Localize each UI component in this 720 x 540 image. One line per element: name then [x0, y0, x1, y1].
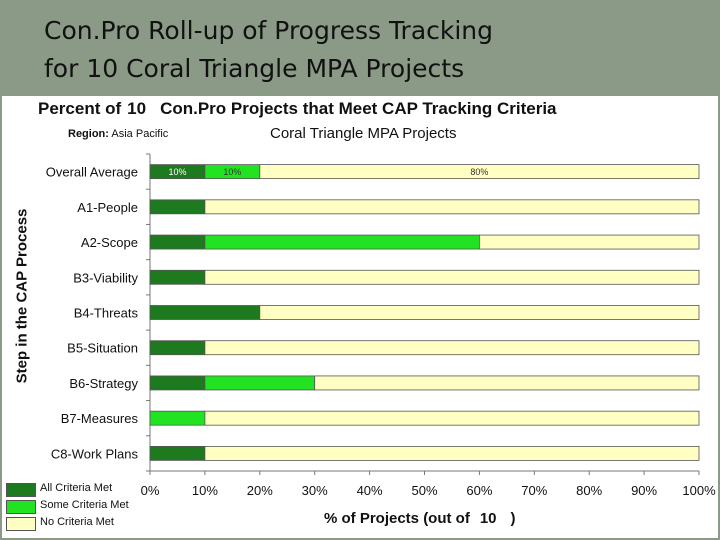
chart-title: Percent of 10 Con.Pro Projects that Meet C…: [38, 99, 557, 119]
chart-title-count: 10: [127, 99, 147, 118]
bar-segment-all: [149, 269, 206, 285]
legend-swatch-none: [6, 517, 36, 531]
category-label: B5-Situation: [67, 341, 138, 356]
legend-item-some: Some Criteria Met: [6, 498, 146, 515]
region-row: Region: Asia Pacific: [68, 128, 168, 140]
x-tick-label: 50%: [411, 483, 437, 498]
legend-label-all: All Criteria Met: [40, 482, 113, 494]
bar-segment-all: [149, 445, 206, 461]
category-label: Overall Average: [46, 165, 138, 180]
region-value: Asia Pacific: [111, 128, 169, 140]
region-label: Region:: [68, 128, 109, 140]
category-label: B7-Measures: [61, 411, 139, 426]
category-label: B6-Strategy: [69, 376, 138, 391]
y-axis-title-text: Step in the CAP Process: [13, 208, 31, 384]
x-tick-label: 0%: [141, 483, 160, 498]
bar-segment-none: [259, 305, 700, 320]
x-tick-label: 30%: [302, 483, 328, 498]
category-label: A2-Scope: [81, 235, 138, 250]
legend-swatch-some: [6, 500, 36, 514]
data-label: 10%: [168, 167, 186, 177]
bar-segment-none: [204, 269, 700, 285]
slide-title-line-1: Con.Pro Roll-up of Progress Tracking: [44, 16, 494, 45]
x-axis-title-prefix: % of Projects (out of: [324, 510, 470, 527]
bar-segment-none: [259, 164, 700, 180]
bar-segment-some: [204, 234, 480, 250]
bar-segment-none: [204, 199, 700, 215]
data-label: 80%: [470, 167, 488, 177]
chart-title-prefix: Percent of: [38, 99, 122, 118]
bar-segment-none: [478, 234, 700, 250]
data-label: 10%: [223, 167, 241, 177]
bar-segment-some: [149, 410, 206, 426]
bar-segment-some: [204, 375, 316, 391]
legend-item-all: All Criteria Met: [6, 481, 146, 498]
x-axis-title: % of Projects (out of 10): [324, 510, 516, 527]
x-tick-label: 20%: [247, 483, 273, 498]
bar-segment-none: [204, 340, 700, 356]
chart-subtitle: Coral Triangle MPA Projects: [270, 125, 457, 142]
bar-segment-all: [149, 340, 206, 356]
x-tick-label: 40%: [357, 483, 383, 498]
legend-item-none: No Criteria Met: [6, 515, 146, 532]
category-label: C8-Work Plans: [51, 446, 139, 461]
bar-segment-none: [204, 410, 700, 426]
category-label: B4-Threats: [74, 306, 139, 321]
chart-title-suffix: Con.Pro Projects that Meet CAP Tracking …: [160, 99, 557, 118]
bar-chart: 0% 10% 20% 30% 40% 50% 60% 70% 80% 90% 100% Overall…: [46, 153, 716, 498]
bar-segment-all: [149, 234, 206, 250]
legend-swatch-all: [6, 483, 36, 497]
x-tick-label: 60%: [466, 483, 492, 498]
bar-segment-none: [204, 445, 700, 461]
slide-title-line-2: for 10 Coral Triangle MPA Projects: [44, 54, 465, 83]
bar-segment-all: [149, 199, 206, 215]
category-label: A1-People: [77, 200, 138, 215]
slide-title: Con.Pro Roll-up of Progress Tracking for…: [44, 12, 704, 88]
legend-label-none: No Criteria Met: [40, 516, 114, 528]
bar-segment-all: [149, 375, 206, 391]
chart-panel: 0% 10% 20% 30% 40% 50% 60% 70% 80% 90% 100% Overall…: [2, 96, 718, 538]
category-label: B3-Viability: [73, 270, 138, 285]
legend-label-some: Some Criteria Met: [40, 499, 129, 511]
x-axis-title-count: 10: [479, 510, 497, 527]
x-tick-label: 70%: [521, 483, 547, 498]
x-axis-title-suffix: ): [510, 510, 516, 527]
x-tick-label: 90%: [631, 483, 657, 498]
bar-segment-all: [149, 305, 261, 320]
x-tick-label: 10%: [192, 483, 218, 498]
x-tick-label: 80%: [576, 483, 602, 498]
bar-segment-none: [314, 375, 700, 391]
x-tick-label: 100%: [682, 483, 716, 498]
legend: All Criteria Met Some Criteria Met No Cr…: [6, 481, 146, 532]
